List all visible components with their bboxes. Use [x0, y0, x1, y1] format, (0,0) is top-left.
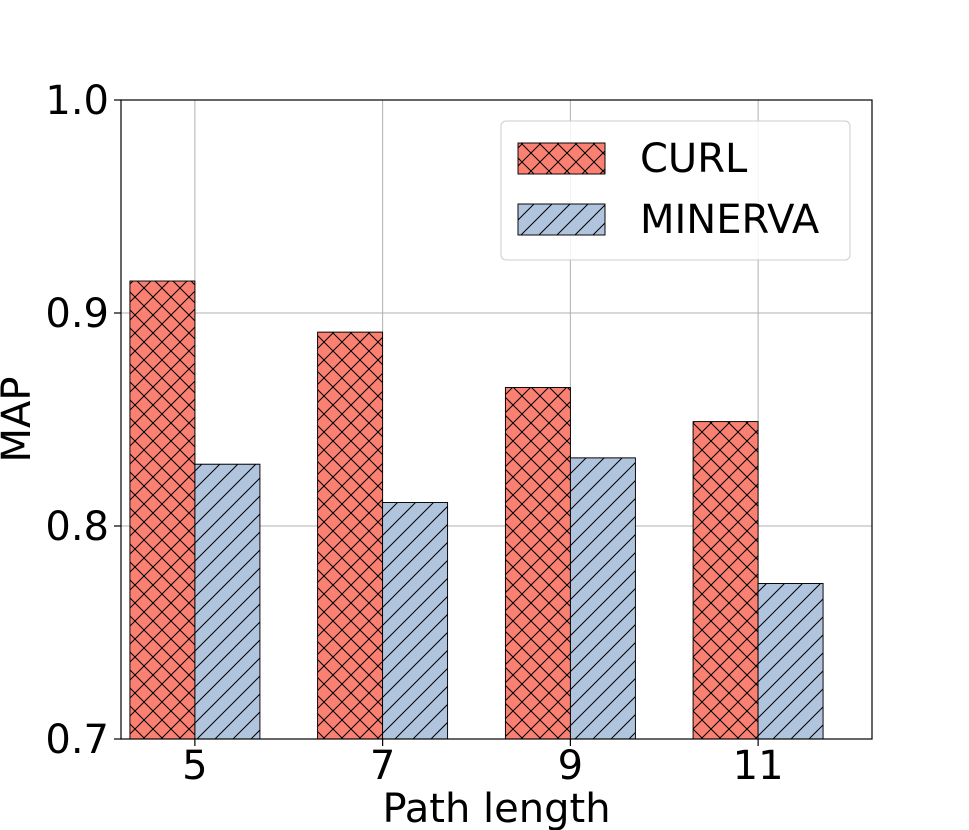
x-tick-label: 11 — [733, 743, 784, 789]
curl-bar-5-hatch — [129, 280, 196, 740]
y-tick-label: 0.9 — [45, 291, 109, 337]
y-tick-label: 0.8 — [45, 504, 109, 550]
legend-label-curl: CURL — [640, 136, 748, 182]
y-tick-label: 0.7 — [45, 717, 109, 763]
x-tick-label: 5 — [182, 743, 207, 789]
plot-frame — [120, 99, 873, 740]
x-axis-label: Path length — [382, 786, 610, 830]
minerva-bar-11-hatch — [757, 583, 824, 740]
legend-label-minerva: MINERVA — [640, 197, 820, 243]
curl-bar-11-hatch — [692, 421, 759, 740]
bars — [129, 280, 824, 740]
curl-bar-9-hatch — [504, 387, 571, 740]
legend-swatch-curl-hatch — [517, 142, 606, 175]
y-axis-label: MAP — [0, 377, 40, 463]
tick-marks — [114, 99, 759, 746]
legend-swatch-minerva-hatch — [517, 203, 606, 236]
x-tick-label: 7 — [370, 743, 395, 789]
x-tick-label: 9 — [558, 743, 583, 789]
y-tick-label: 1.0 — [45, 78, 109, 124]
legend: CURL MINERVA — [500, 120, 851, 261]
minerva-bar-7-hatch — [382, 502, 449, 740]
minerva-bar-5-hatch — [194, 463, 261, 740]
minerva-bar-9-hatch — [569, 457, 636, 740]
y-tick-labels: 0.7 0.8 0.9 1.0 — [45, 78, 109, 763]
x-tick-labels: 5 7 9 11 — [182, 743, 783, 789]
curl-bar-7-hatch — [317, 331, 384, 740]
